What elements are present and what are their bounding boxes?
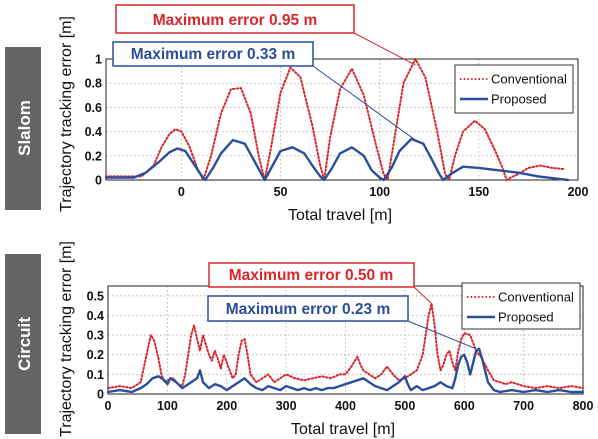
x-tick-label: 200 bbox=[216, 399, 237, 413]
series-line-proposed bbox=[106, 347, 585, 394]
side-tag-slalom-label: Slalom bbox=[15, 100, 34, 156]
legend-label-conventional: Conventional bbox=[498, 290, 574, 305]
side-tag-circuit-label: Circuit bbox=[15, 317, 34, 371]
x-tick-label: 200 bbox=[568, 185, 589, 199]
y-tick-label: 0.3 bbox=[87, 329, 104, 343]
legend-box bbox=[454, 64, 574, 114]
callout-leader-line bbox=[407, 320, 477, 350]
y-tick-label: 0.5 bbox=[87, 289, 104, 303]
legend-box bbox=[461, 282, 581, 330]
plot-area-circuit: 0 100 200 300 400 500 600 700 800 0 0.1 0.2 0.3 0.4 0.… bbox=[87, 262, 594, 413]
callout-leader-line bbox=[353, 32, 416, 66]
x-tick-label: 100 bbox=[157, 399, 178, 413]
callout-box bbox=[207, 295, 409, 322]
y-axis-label-slalom: Trajectory tracking error [m] bbox=[58, 16, 75, 212]
x-tick-label: 150 bbox=[468, 185, 489, 199]
legend-label-proposed: Proposed bbox=[498, 310, 554, 325]
x-tick-label: 100 bbox=[369, 185, 390, 199]
y-tick-label: 0.1 bbox=[87, 368, 104, 382]
y-tick-label: 0.4 bbox=[87, 309, 104, 323]
callout-label: Maximum error 0.33 m bbox=[131, 46, 296, 63]
series-line-conventional bbox=[107, 302, 584, 390]
x-axis-label-circuit: Total travel [m] bbox=[291, 421, 395, 438]
legend-label-proposed: Proposed bbox=[491, 92, 547, 107]
callout-label: Maximum error 0.50 m bbox=[229, 267, 394, 284]
callout-box bbox=[208, 262, 415, 288]
callout-box bbox=[115, 4, 355, 34]
side-tag-slalom bbox=[5, 47, 41, 210]
x-tick-label: 400 bbox=[335, 399, 356, 413]
x-tick-label: 500 bbox=[394, 399, 415, 413]
y-tick-label: 0.8 bbox=[85, 77, 102, 91]
y-tick-label: 1 bbox=[95, 53, 102, 67]
y-tick-label: 0.4 bbox=[85, 125, 102, 139]
panel-circuit: Circuit Trajectory tracking error [m] 0 1… bbox=[5, 241, 593, 438]
y-tick-label: 0.2 bbox=[87, 348, 104, 362]
x-tick-label: 300 bbox=[276, 399, 297, 413]
x-tick-label: 50 bbox=[274, 185, 288, 199]
y-tick-label: 0 bbox=[97, 388, 104, 402]
callout-label: Maximum error 0.23 m bbox=[226, 301, 391, 318]
plot-area-slalom: 0 50 100 150 200 0 0.2 0.4 0.6 0.8 1 Maximum error … bbox=[85, 4, 589, 199]
x-tick-label: 0 bbox=[178, 185, 185, 199]
y-axis-label-circuit: Trajectory tracking error [m] bbox=[58, 241, 75, 437]
x-tick-label: 0 bbox=[105, 399, 112, 413]
legend-label-conventional: Conventional bbox=[491, 72, 567, 87]
callout-leader-line bbox=[413, 286, 432, 305]
y-tick-label: 0 bbox=[95, 174, 102, 188]
x-axis-label-slalom: Total travel [m] bbox=[288, 207, 392, 224]
y-tick-label: 0.2 bbox=[85, 149, 102, 163]
callout-label: Maximum error 0.95 m bbox=[153, 12, 318, 29]
y-tick-label: 0.6 bbox=[85, 101, 102, 115]
series-line-proposed bbox=[104, 137, 570, 182]
callout-leader-line bbox=[312, 65, 416, 141]
x-tick-label: 700 bbox=[513, 399, 534, 413]
callout-box bbox=[112, 41, 314, 67]
x-tick-label: 800 bbox=[573, 399, 594, 413]
side-tag-circuit bbox=[5, 254, 41, 434]
panel-slalom: Slalom Trajectory tracking error [m] 0 50… bbox=[5, 4, 589, 224]
x-tick-label: 600 bbox=[454, 399, 475, 413]
plot-frame bbox=[105, 58, 579, 181]
